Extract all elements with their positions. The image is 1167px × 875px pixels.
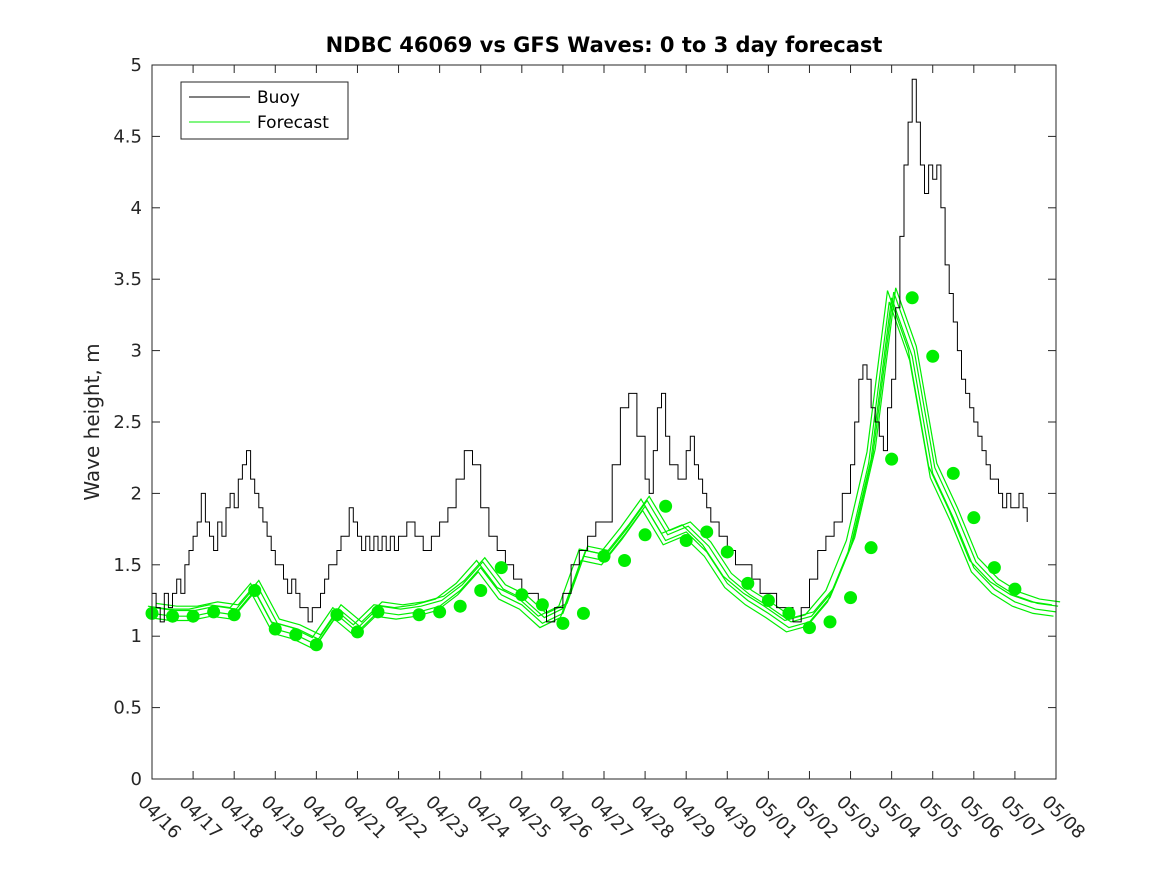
- forecast-marker: [289, 628, 303, 642]
- y-tick-label: 4: [131, 198, 142, 219]
- forecast-marker: [885, 452, 899, 466]
- x-tick-label: 04/16: [133, 792, 185, 844]
- chart-title: NDBC 46069 vs GFS Waves: 0 to 3 day fore…: [326, 33, 883, 57]
- x-tick-label: 04/29: [668, 792, 720, 844]
- x-tick-label: 05/06: [955, 792, 1007, 844]
- forecast-marker: [987, 561, 1001, 575]
- y-tick-label: 4.5: [113, 126, 142, 147]
- x-tick-label: 04/22: [380, 792, 432, 844]
- buoy-line: [152, 78, 1028, 623]
- x-tick-label: 04/27: [585, 792, 637, 844]
- y-tick-label: 0: [131, 769, 142, 790]
- forecast-marker: [946, 466, 960, 480]
- forecast-marker: [802, 621, 816, 635]
- forecast-line-3: [156, 287, 1061, 636]
- legend: Buoy Forecast: [180, 81, 349, 140]
- forecast-marker: [309, 638, 323, 652]
- forecast-marker: [494, 561, 508, 575]
- forecast-marker: [638, 528, 652, 542]
- x-tick-label: 04/28: [627, 792, 679, 844]
- forecast-marker: [905, 291, 919, 305]
- forecast-marker: [412, 608, 426, 622]
- x-tick-label: 04/30: [709, 792, 761, 844]
- x-tick-label: 05/01: [750, 792, 802, 844]
- x-tick-label: 05/03: [832, 792, 884, 844]
- forecast-marker: [967, 511, 981, 525]
- plot-area: [152, 65, 1056, 779]
- forecast-marker: [1008, 582, 1022, 596]
- forecast-marker: [782, 606, 796, 620]
- legend-forecast-label: Forecast: [257, 113, 329, 133]
- forecast-marker: [864, 541, 878, 555]
- forecast-marker-layer: [145, 291, 1022, 652]
- forecast-marker: [515, 588, 529, 602]
- forecast-marker: [844, 591, 858, 605]
- x-tick-label: 05/07: [996, 792, 1048, 844]
- y-tick-label: 2.5: [113, 412, 142, 433]
- y-tick-label: 0.5: [113, 698, 142, 719]
- forecast-marker: [720, 545, 734, 559]
- forecast-marker: [227, 608, 241, 622]
- x-tick-label: 04/25: [503, 792, 555, 844]
- legend-box: [180, 81, 349, 140]
- forecast-marker: [618, 554, 632, 568]
- forecast-marker: [186, 609, 200, 623]
- legend-buoy-label: Buoy: [257, 88, 300, 108]
- forecast-marker: [741, 576, 755, 590]
- x-tick-label: 04/20: [298, 792, 350, 844]
- forecast-marker: [268, 622, 282, 636]
- x-tick-label: 05/05: [914, 792, 966, 844]
- y-axis: 0 0.5 1 1.5 2 2.5 3 3.5 4 4.5 5: [113, 55, 1056, 790]
- y-tick-label: 1: [131, 626, 142, 647]
- forecast-marker: [700, 525, 714, 539]
- x-tick-label: 05/02: [791, 792, 843, 844]
- y-tick-label: 5: [131, 55, 142, 76]
- x-tick-label: 04/24: [462, 792, 514, 844]
- forecast-marker: [576, 606, 590, 620]
- forecast-marker: [330, 608, 344, 622]
- y-tick-label: 3: [131, 341, 142, 362]
- forecast-marker: [453, 599, 467, 613]
- y-tick-label: 2: [131, 483, 142, 504]
- y-tick-label: 3.5: [113, 269, 142, 290]
- x-tick-label: 04/23: [421, 792, 473, 844]
- forecast-marker: [597, 549, 611, 563]
- forecast-marker: [433, 605, 447, 619]
- forecast-marker: [350, 625, 364, 639]
- y-axis-label: Wave height, m: [80, 343, 104, 500]
- y-tick-label: 1.5: [113, 555, 142, 576]
- x-tick-label: 04/17: [175, 792, 227, 844]
- forecast-marker: [761, 594, 775, 607]
- x-tick-label: 05/08: [1037, 792, 1089, 844]
- x-tick-label: 04/21: [339, 792, 391, 844]
- forecast-marker: [207, 605, 221, 619]
- forecast-marker: [556, 616, 570, 630]
- forecast-marker: [823, 615, 837, 629]
- forecast-marker: [166, 609, 180, 623]
- forecast-marker: [926, 349, 940, 363]
- buoy-layer: [152, 78, 1028, 623]
- x-tick-label: 05/04: [873, 792, 925, 844]
- forecast-marker: [248, 584, 262, 598]
- x-tick-label: 04/19: [257, 792, 309, 844]
- forecast-marker: [474, 584, 488, 598]
- forecast-marker: [535, 598, 549, 612]
- forecast-marker: [659, 499, 673, 513]
- x-tick-label: 04/26: [544, 792, 596, 844]
- forecast-marker: [371, 605, 385, 619]
- x-tick-label: 04/18: [216, 792, 268, 844]
- forecast-marker: [679, 534, 693, 548]
- forecast-line-2: [149, 301, 1054, 650]
